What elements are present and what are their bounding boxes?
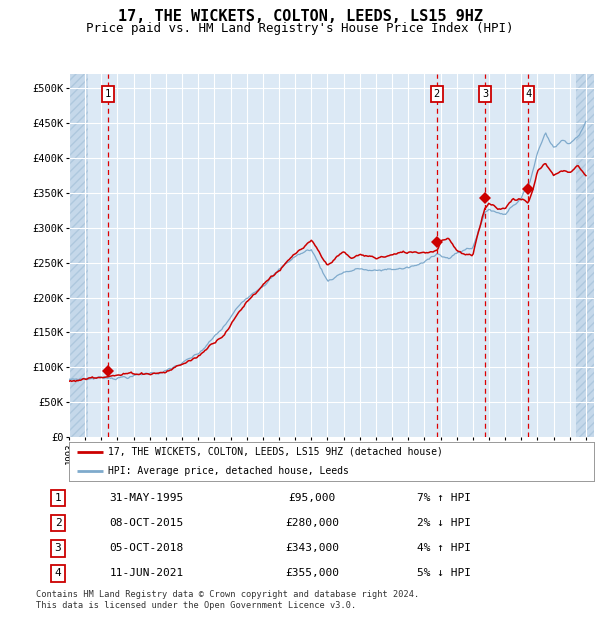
Text: 2: 2	[434, 89, 440, 99]
Text: 5% ↓ HPI: 5% ↓ HPI	[418, 569, 472, 578]
Text: 17, THE WICKETS, COLTON, LEEDS, LS15 9HZ: 17, THE WICKETS, COLTON, LEEDS, LS15 9HZ	[118, 9, 482, 24]
Text: 2: 2	[55, 518, 61, 528]
Text: 11-JUN-2021: 11-JUN-2021	[109, 569, 184, 578]
Text: 08-OCT-2015: 08-OCT-2015	[109, 518, 184, 528]
Text: £343,000: £343,000	[285, 543, 339, 553]
Text: 4: 4	[55, 569, 61, 578]
Text: 17, THE WICKETS, COLTON, LEEDS, LS15 9HZ (detached house): 17, THE WICKETS, COLTON, LEEDS, LS15 9HZ…	[109, 446, 443, 457]
Bar	[69, 74, 88, 437]
Text: 4% ↑ HPI: 4% ↑ HPI	[418, 543, 472, 553]
Text: £355,000: £355,000	[285, 569, 339, 578]
Text: £280,000: £280,000	[285, 518, 339, 528]
Text: 1: 1	[55, 493, 61, 503]
Text: 1: 1	[105, 89, 111, 99]
Text: 7% ↑ HPI: 7% ↑ HPI	[418, 493, 472, 503]
Text: 3: 3	[55, 543, 61, 553]
Text: 2% ↓ HPI: 2% ↓ HPI	[418, 518, 472, 528]
Text: £95,000: £95,000	[289, 493, 335, 503]
Text: 05-OCT-2018: 05-OCT-2018	[109, 543, 184, 553]
Text: Price paid vs. HM Land Registry's House Price Index (HPI): Price paid vs. HM Land Registry's House …	[86, 22, 514, 35]
Text: 4: 4	[525, 89, 532, 99]
Text: 31-MAY-1995: 31-MAY-1995	[109, 493, 184, 503]
Text: Contains HM Land Registry data © Crown copyright and database right 2024.
This d: Contains HM Land Registry data © Crown c…	[36, 590, 419, 609]
Text: HPI: Average price, detached house, Leeds: HPI: Average price, detached house, Leed…	[109, 466, 349, 476]
Text: 3: 3	[482, 89, 488, 99]
Bar	[576, 74, 594, 437]
